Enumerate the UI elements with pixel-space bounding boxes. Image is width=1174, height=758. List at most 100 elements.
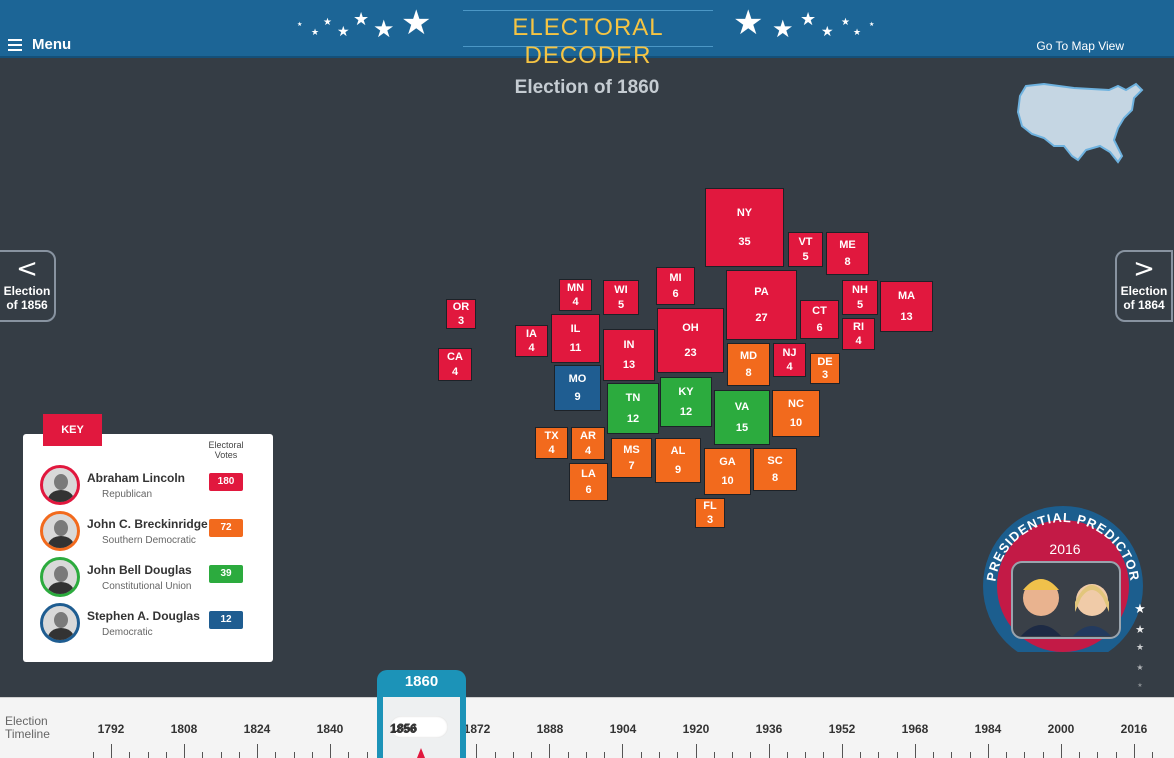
state-tile-mn[interactable]: MN 4 — [559, 279, 592, 311]
go-to-map-view-link[interactable]: Go To Map View — [1036, 39, 1124, 53]
timeline-tick — [1042, 752, 1044, 758]
timeline-year[interactable]: 1936 — [755, 722, 783, 736]
state-tile-la[interactable]: LA 6 — [569, 463, 608, 501]
next-election-button[interactable]: > Election of 1864 — [1115, 250, 1173, 322]
timeline-year[interactable]: 1952 — [828, 722, 856, 736]
previous-election-button[interactable]: < Election of 1856 — [0, 250, 56, 322]
candidate-avatar — [40, 511, 80, 551]
timeline-year[interactable]: 1968 — [901, 722, 929, 736]
state-tile-in[interactable]: IN 13 — [603, 329, 655, 381]
current-year-label: 1860 — [404, 673, 439, 690]
state-abbr: GA — [719, 456, 736, 468]
state-tile-ms[interactable]: MS 7 — [611, 438, 652, 478]
state-tile-tx[interactable]: TX 4 — [535, 427, 568, 459]
state-tile-mi[interactable]: MI 6 — [656, 267, 695, 305]
usa-map-icon[interactable] — [1014, 76, 1144, 164]
state-tile-wi[interactable]: WI 5 — [603, 280, 639, 315]
timeline-year[interactable]: 1792 — [97, 722, 125, 736]
state-tile-md[interactable]: MD 8 — [727, 343, 770, 386]
timeline-year[interactable]: 1856 — [389, 722, 417, 736]
timeline-year[interactable]: 2016 — [1120, 722, 1148, 736]
candidate-row[interactable]: Abraham Lincoln Republican 180 — [40, 465, 260, 507]
state-abbr: NC — [788, 398, 804, 410]
state-tile-oh[interactable]: OH 23 — [657, 308, 724, 373]
timeline-year[interactable]: 1904 — [609, 722, 637, 736]
state-tile-nc[interactable]: NC 10 — [772, 390, 820, 437]
timeline-year[interactable]: 1808 — [170, 722, 198, 736]
state-tile-or[interactable]: OR 3 — [446, 299, 476, 329]
election-timeline[interactable]: Election Timeline 1792 1808 1824 1840 18… — [0, 697, 1174, 758]
state-abbr: MS — [623, 443, 640, 456]
state-votes: 4 — [584, 444, 592, 457]
state-abbr: MN — [566, 282, 585, 294]
state-tile-va[interactable]: VA 15 — [714, 390, 770, 445]
state-tile-nh[interactable]: NH 5 — [842, 280, 878, 315]
state-abbr: NY — [736, 206, 753, 219]
state-tile-ar[interactable]: AR 4 — [571, 427, 605, 460]
previous-election-label-line1: Election — [3, 284, 51, 298]
state-tile-de[interactable]: DE 3 — [810, 353, 840, 384]
star-icon: ★ — [353, 9, 370, 29]
state-tile-ga[interactable]: GA 10 — [704, 448, 751, 495]
state-votes: 4 — [528, 342, 535, 354]
menu-label: Menu — [32, 36, 72, 53]
state-tile-tn[interactable]: TN 12 — [607, 383, 659, 434]
timeline-year[interactable]: 1840 — [316, 722, 344, 736]
state-tile-il[interactable]: IL 11 — [551, 314, 600, 363]
state-abbr: VT — [798, 236, 813, 248]
timeline-tick — [768, 744, 770, 758]
state-tile-ia[interactable]: IA 4 — [515, 325, 548, 357]
timeline-tick — [622, 744, 624, 758]
timeline-year[interactable]: 1888 — [536, 722, 564, 736]
candidate-row[interactable]: Stephen A. Douglas Democratic 12 — [40, 603, 260, 645]
next-election-label-line1: Election — [1120, 284, 1168, 298]
timeline-year[interactable]: 1872 — [463, 722, 491, 736]
timeline-year[interactable]: 1824 — [243, 722, 271, 736]
state-abbr: PA — [754, 285, 769, 298]
logo-divider — [463, 46, 713, 47]
state-votes: 9 — [574, 391, 581, 404]
state-tile-vt[interactable]: VT 5 — [788, 232, 823, 267]
timeline-year[interactable]: 1984 — [974, 722, 1002, 736]
menu-button[interactable]: Menu — [8, 36, 71, 53]
state-votes: 10 — [789, 417, 803, 429]
state-votes: 12 — [626, 412, 640, 425]
candidate-row[interactable]: John Bell Douglas Constitutional Union 3… — [40, 557, 260, 599]
timeline-tick — [1133, 744, 1135, 758]
timeline-year[interactable]: 1920 — [682, 722, 710, 736]
timeline-tick — [293, 752, 295, 758]
key-tab[interactable]: KEY — [43, 414, 102, 446]
candidate-row[interactable]: John C. Breckinridge Southern Democratic… — [40, 511, 260, 553]
timeline-tick — [1097, 752, 1099, 758]
state-tile-pa[interactable]: PA 27 — [726, 270, 797, 340]
timeline-tick — [713, 752, 715, 758]
timeline-tick — [695, 744, 697, 758]
state-votes: 6 — [672, 288, 679, 300]
state-tile-ma[interactable]: MA 13 — [880, 281, 933, 332]
state-tile-me[interactable]: ME 8 — [826, 232, 869, 275]
state-votes: 11 — [569, 342, 582, 355]
state-abbr: NH — [852, 284, 868, 296]
timeline-label-line1: Election — [5, 714, 48, 728]
state-tile-nj[interactable]: NJ 4 — [773, 343, 806, 377]
star-icon: ★ — [1134, 602, 1146, 617]
state-tile-mo[interactable]: MO 9 — [554, 365, 601, 411]
state-tile-al[interactable]: AL 9 — [655, 438, 701, 483]
state-tile-ca[interactable]: CA 4 — [438, 348, 472, 381]
electoral-decoder-logo: ELECTORAL DECODER ★ ★ ★ ★ ★ ★ ★ ★ ★ ★ ★ … — [295, 6, 879, 69]
state-tile-ri[interactable]: RI 4 — [842, 318, 875, 350]
state-tile-fl[interactable]: FL 3 — [695, 498, 725, 528]
state-tile-sc[interactable]: SC 8 — [753, 448, 797, 491]
state-tile-ct[interactable]: CT 6 — [800, 300, 839, 339]
timeline-year[interactable]: 2000 — [1047, 722, 1075, 736]
timeline-handle[interactable] — [390, 716, 448, 738]
state-tile-ky[interactable]: KY 12 — [660, 377, 712, 427]
presidential-predictor-badge[interactable]: PRESIDENTIAL PREDICTOR 2016 — [975, 502, 1151, 652]
state-votes: 9 — [674, 463, 682, 476]
state-votes: 35 — [738, 236, 751, 249]
timeline-year-selected[interactable]: 1856 — [390, 721, 418, 735]
candidate-votes-badge: 39 — [209, 565, 243, 583]
logo-divider — [463, 10, 713, 11]
state-tile-ny[interactable]: NY 35 — [705, 188, 784, 267]
